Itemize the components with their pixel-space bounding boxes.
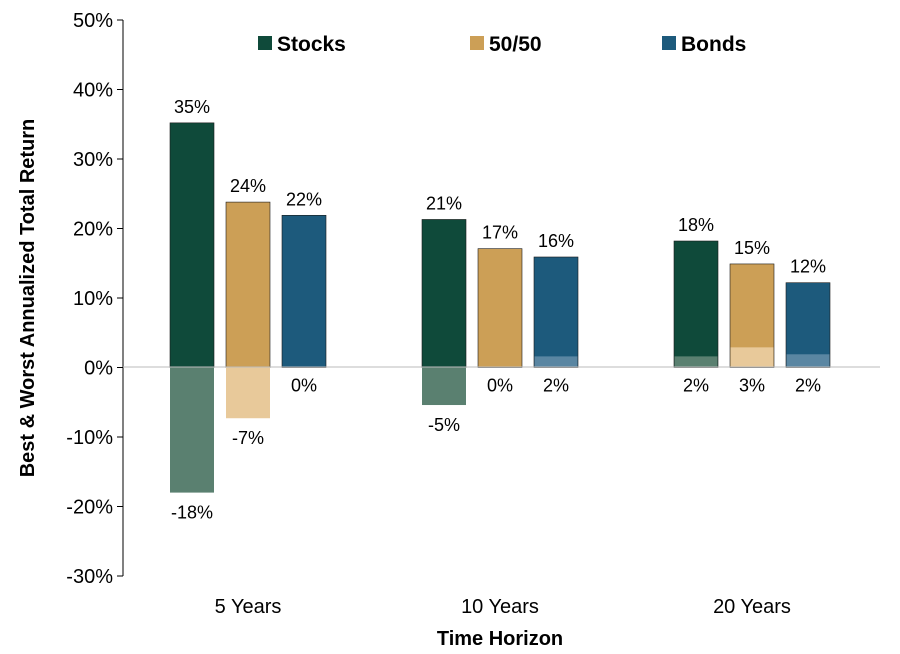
- data-label-best: 12%: [790, 257, 826, 277]
- y-axis-title: Best & Worst Annualized Total Return: [17, 119, 39, 478]
- bar-worst: [226, 367, 270, 419]
- data-label-best: 21%: [426, 193, 462, 213]
- data-label-best: 18%: [678, 215, 714, 235]
- bar-worst: [674, 356, 718, 368]
- data-label-best: 17%: [482, 223, 518, 243]
- data-label-worst: -18%: [171, 503, 213, 523]
- data-label-worst: 2%: [795, 376, 821, 396]
- bar-best: [785, 282, 831, 368]
- data-label-best: 24%: [230, 176, 266, 196]
- bar-best: [673, 240, 719, 368]
- y-tick-label: 40%: [73, 80, 113, 102]
- data-label-best: 22%: [286, 189, 322, 209]
- data-label-worst: -5%: [428, 415, 460, 435]
- y-tick-label: 30%: [73, 149, 113, 171]
- legend-label: Stocks: [277, 33, 346, 56]
- x-category-labels: 5 Years 10 Years 20 Years: [215, 596, 791, 618]
- data-label-worst: 2%: [543, 376, 569, 396]
- bar-worst: [170, 367, 214, 493]
- y-ticks: -30% -20% -10% 0% 10% 20% 30% 40% 50%: [66, 10, 123, 588]
- bar-best: [281, 214, 327, 368]
- bar-worst: [534, 356, 578, 368]
- x-category-label: 20 Years: [713, 596, 791, 618]
- y-tick-label: -10%: [66, 427, 113, 449]
- legend-swatch: [258, 36, 272, 50]
- legend-label: 50/50: [489, 33, 542, 56]
- x-category-label: 10 Years: [461, 596, 539, 618]
- x-axis-title: Time Horizon: [437, 628, 563, 650]
- bar-best: [225, 201, 271, 368]
- bar-worst: [730, 347, 774, 368]
- y-tick-label: 50%: [73, 10, 113, 32]
- data-label-worst: 3%: [739, 376, 765, 396]
- plot-area: 35% -18% 24% -7% 22% 0% 21% -5% 17% 0% 16% 2% 18% 2% 1…: [169, 97, 831, 523]
- bar-worst: [786, 354, 830, 368]
- y-tick-label: 0%: [84, 358, 113, 380]
- data-label-worst: 0%: [487, 376, 513, 396]
- data-label-best: 15%: [734, 238, 770, 258]
- data-label-worst: -7%: [232, 428, 264, 448]
- bar-best: [477, 248, 523, 368]
- data-label-worst: 0%: [291, 376, 317, 396]
- legend-swatch: [662, 36, 676, 50]
- bar-best: [169, 122, 215, 368]
- data-label-worst: 2%: [683, 376, 709, 396]
- y-tick-label: -30%: [66, 566, 113, 588]
- bar-worst: [422, 367, 466, 406]
- y-tick-label: 10%: [73, 288, 113, 310]
- legend-label: Bonds: [681, 33, 746, 56]
- x-category-label: 5 Years: [215, 596, 282, 618]
- bar-best: [533, 256, 579, 368]
- data-label-best: 16%: [538, 231, 574, 251]
- legend: Stocks 50/50 Bonds: [258, 33, 746, 56]
- legend-swatch: [470, 36, 484, 50]
- y-tick-label: -20%: [66, 497, 113, 519]
- y-tick-label: 20%: [73, 219, 113, 241]
- data-label-best: 35%: [174, 97, 210, 117]
- bar-best: [421, 219, 467, 368]
